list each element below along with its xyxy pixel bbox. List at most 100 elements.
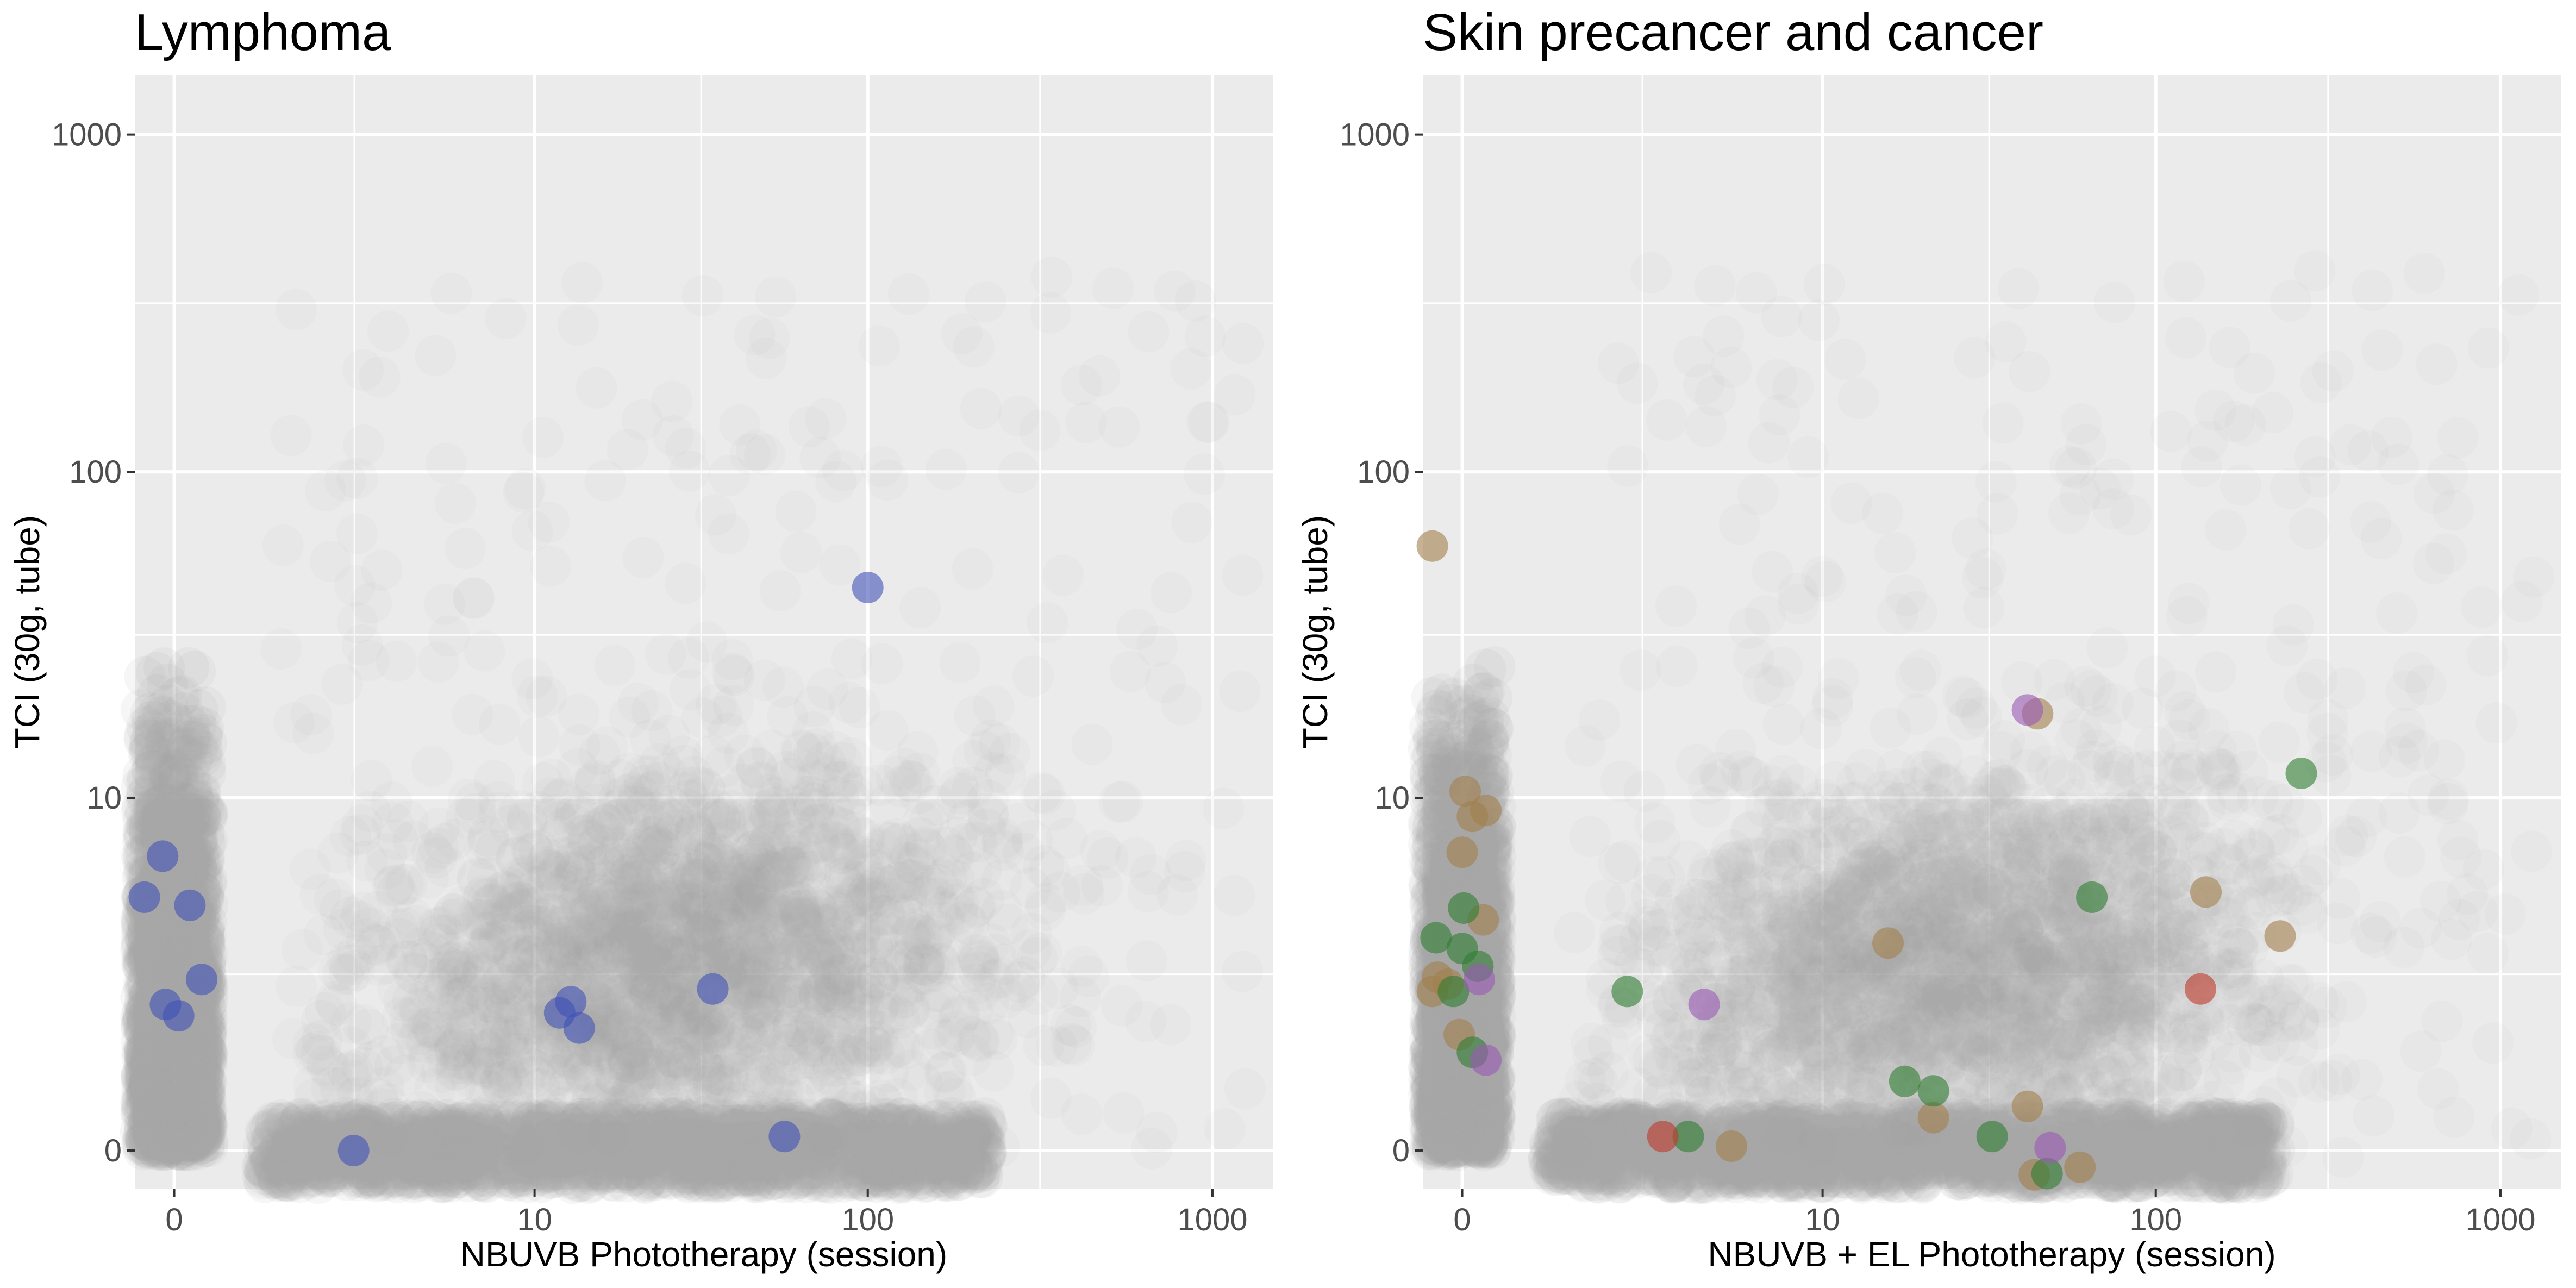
background-point	[594, 645, 636, 686]
background-point	[922, 1019, 964, 1060]
background-point	[451, 1150, 493, 1192]
background-point	[129, 1090, 171, 1131]
background-point	[518, 716, 560, 758]
background-point	[661, 1156, 703, 1198]
background-point	[143, 1034, 185, 1076]
background-point	[121, 1124, 163, 1165]
background-point	[146, 664, 188, 705]
background-point	[624, 825, 666, 867]
background-point	[145, 1083, 186, 1124]
background-point	[150, 792, 192, 834]
background-point	[149, 1061, 191, 1103]
background-point	[978, 1126, 1020, 1168]
background-point	[120, 1082, 162, 1123]
background-point	[151, 1095, 192, 1136]
background-point	[128, 723, 170, 765]
background-point	[127, 1064, 169, 1106]
background-point	[172, 774, 214, 816]
background-point	[467, 816, 509, 858]
background-point	[171, 790, 212, 831]
background-point	[1222, 951, 1264, 992]
background-point	[534, 794, 576, 836]
background-point	[127, 925, 168, 967]
background-point	[708, 1149, 749, 1191]
background-point	[179, 1061, 221, 1103]
background-point	[138, 934, 180, 976]
background-point	[425, 442, 467, 484]
background-point	[150, 757, 191, 799]
background-point	[140, 1127, 182, 1169]
background-point	[1219, 671, 1261, 712]
background-point	[139, 1059, 181, 1101]
background-point	[939, 1130, 981, 1172]
background-point	[143, 1111, 185, 1153]
background-point	[153, 922, 195, 964]
background-point	[939, 642, 981, 683]
background-point	[143, 1053, 184, 1095]
background-point	[411, 746, 453, 787]
background-point	[155, 802, 197, 843]
background-point	[172, 1034, 214, 1076]
background-point	[146, 738, 187, 780]
background-point	[120, 1090, 162, 1131]
background-point	[185, 1099, 227, 1141]
background-point	[131, 1092, 172, 1134]
background-point	[131, 940, 173, 981]
background-point	[857, 989, 899, 1030]
background-point	[180, 1123, 222, 1165]
background-point	[162, 1029, 204, 1071]
background-point	[183, 1110, 224, 1152]
background-point	[181, 1050, 223, 1092]
background-point	[128, 1052, 170, 1094]
background-point	[122, 944, 164, 986]
background-point	[174, 651, 216, 692]
panel-title-lymphoma: Lymphoma	[135, 3, 391, 61]
background-point	[185, 1105, 227, 1147]
background-point	[141, 951, 183, 993]
background-point	[149, 1116, 191, 1158]
background-point	[584, 460, 626, 502]
background-point	[159, 1129, 201, 1171]
background-point	[146, 1110, 187, 1152]
background-point	[179, 788, 221, 830]
background-point	[169, 1091, 211, 1133]
background-point	[1165, 840, 1206, 881]
background-point	[570, 950, 611, 992]
background-point	[654, 921, 696, 962]
background-point	[121, 919, 162, 961]
background-point	[181, 1041, 223, 1083]
background-point	[134, 1045, 176, 1087]
background-point	[167, 1125, 209, 1167]
background-point-cloud	[120, 256, 1266, 1204]
background-point	[128, 905, 170, 947]
background-point	[141, 920, 183, 961]
background-point	[145, 718, 187, 760]
background-point	[760, 1147, 802, 1189]
background-point	[142, 1091, 184, 1133]
background-point	[121, 937, 163, 979]
background-point	[169, 753, 211, 795]
background-point	[171, 1079, 212, 1121]
background-point	[168, 1040, 210, 1081]
background-point	[142, 960, 184, 1002]
background-point	[162, 1028, 204, 1070]
background-point	[147, 943, 189, 985]
background-point	[1171, 501, 1213, 543]
background-point	[170, 1078, 211, 1119]
background-point	[126, 1023, 167, 1065]
background-point	[401, 1091, 442, 1133]
background-point	[172, 1117, 214, 1159]
background-point	[981, 890, 1023, 931]
background-point	[522, 416, 564, 458]
background-point	[140, 783, 182, 824]
background-point	[185, 1078, 227, 1120]
background-point	[386, 864, 428, 905]
background-point	[631, 690, 673, 731]
background-point	[170, 1047, 211, 1089]
background-point	[176, 1109, 218, 1151]
background-point	[157, 1124, 198, 1166]
background-point	[151, 939, 192, 981]
background-point	[168, 1129, 210, 1171]
